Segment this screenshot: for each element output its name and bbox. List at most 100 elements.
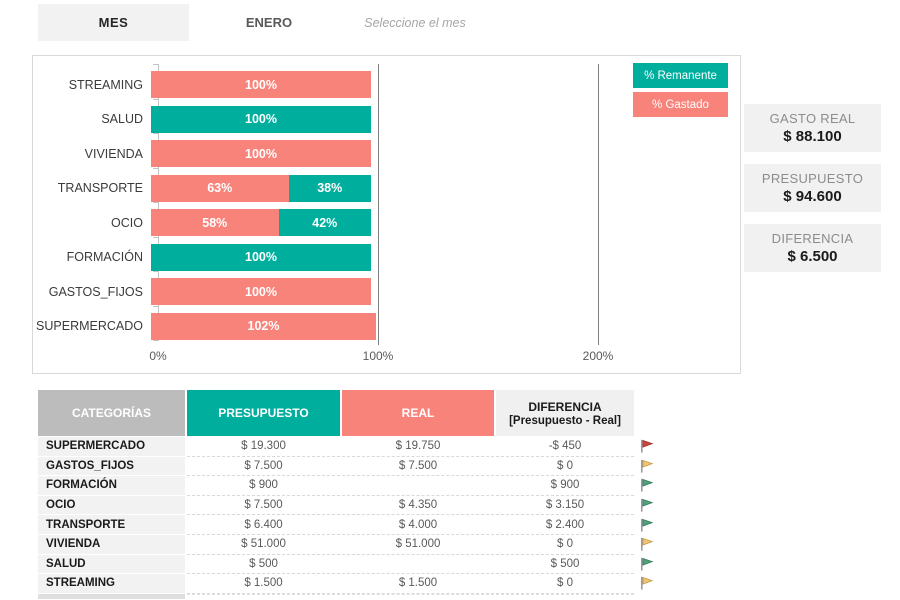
axis-tick bbox=[153, 236, 158, 238]
cell-categoria: OCIO bbox=[38, 495, 185, 516]
cell-real bbox=[342, 476, 494, 496]
x-tick-0: 0% bbox=[149, 349, 167, 363]
card-value: $ 94.600 bbox=[783, 188, 842, 205]
x-tick-200: 200% bbox=[582, 349, 614, 363]
legend-item-gastado: % Gastado bbox=[633, 92, 728, 117]
cell-presupuesto: $ 7.500 bbox=[187, 456, 340, 477]
cell-real: $ 19.750 bbox=[342, 437, 494, 457]
axis-tick bbox=[153, 340, 158, 341]
cell-presupuesto: $ 6.400 bbox=[187, 515, 340, 535]
month-hint-label: Seleccione el mes bbox=[364, 15, 466, 30]
flag-icon bbox=[636, 555, 658, 575]
chart-row: TRANSPORTE 63% 38% bbox=[33, 174, 740, 202]
table-row-partial bbox=[38, 593, 668, 599]
bar-segment-remanente: 42% bbox=[278, 209, 371, 236]
flag-icon bbox=[636, 574, 658, 594]
card-value: $ 88.100 bbox=[783, 128, 842, 145]
budget-table: CATEGORÍAS PRESUPUESTO REAL DIFERENCIA [… bbox=[38, 390, 668, 599]
header-diferencia-line1: DIFERENCIA bbox=[528, 399, 602, 414]
spending-chart: STREAMING 100% SALUD 100% VIVIENDA 100% … bbox=[32, 55, 741, 374]
flag-icon bbox=[636, 437, 658, 457]
chart-category-label: SUPERMERCADO bbox=[36, 319, 143, 333]
table-row: SALUD $ 500 $ 500 bbox=[38, 554, 668, 575]
card-presupuesto: PRESUPUESTO $ 94.600 bbox=[744, 164, 881, 212]
cell-diferencia: $ 2.400 bbox=[496, 515, 634, 535]
table-row: SUPERMERCADO $ 19.300 $ 19.750 -$ 450 bbox=[38, 437, 668, 457]
flag-icon bbox=[636, 535, 658, 555]
card-label: GASTO REAL bbox=[769, 111, 856, 126]
chart-category-label: SALUD bbox=[101, 112, 143, 126]
card-gasto-real: GASTO REAL $ 88.100 bbox=[744, 104, 881, 152]
bar-segment-remanente: 38% bbox=[288, 174, 371, 202]
gridline-200 bbox=[598, 64, 599, 345]
cell-presupuesto: $ 51.000 bbox=[187, 534, 340, 555]
month-slicer-tab[interactable]: MES bbox=[38, 4, 189, 41]
axis-tick bbox=[153, 202, 158, 203]
chart-row: SUPERMERCADO 102% bbox=[33, 312, 740, 340]
header-categorias: CATEGORÍAS bbox=[38, 390, 185, 436]
chart-category-label: FORMACIÓN bbox=[66, 250, 143, 264]
cell-diferencia: $ 0 bbox=[496, 456, 634, 477]
cell-presupuesto: $ 500 bbox=[187, 554, 340, 575]
axis-tick bbox=[153, 305, 158, 307]
table-row: FORMACIÓN $ 900 $ 900 bbox=[38, 476, 668, 496]
bar-segment-remanente: 100% bbox=[151, 243, 371, 271]
header-diferencia-line2: [Presupuesto - Real] bbox=[509, 414, 621, 427]
chart-row: OCIO 58% 42% bbox=[33, 209, 740, 236]
bar-segment-gastado: 58% bbox=[151, 209, 279, 236]
cell-categoria: FORMACIÓN bbox=[38, 476, 185, 496]
flag-icon bbox=[636, 457, 658, 477]
bar-segment-gastado: 100% bbox=[151, 71, 371, 98]
card-value: $ 6.500 bbox=[787, 248, 838, 265]
table-row: VIVIENDA $ 51.000 $ 51.000 $ 0 bbox=[38, 534, 668, 555]
table-body: SUPERMERCADO $ 19.300 $ 19.750 -$ 450 GA… bbox=[38, 437, 668, 594]
chart-row: SALUD 100% bbox=[33, 105, 740, 133]
axis-tick bbox=[153, 98, 158, 100]
cell-categoria: TRANSPORTE bbox=[38, 515, 185, 535]
chart-row: STREAMING 100% bbox=[33, 71, 740, 98]
cell-real: $ 1.500 bbox=[342, 574, 494, 594]
flag-icon bbox=[636, 515, 658, 535]
header-presupuesto: PRESUPUESTO bbox=[187, 390, 340, 436]
header-diferencia: DIFERENCIA [Presupuesto - Real] bbox=[496, 390, 634, 436]
card-label: DIFERENCIA bbox=[771, 231, 854, 246]
cell-diferencia: $ 0 bbox=[496, 574, 634, 594]
legend-item-remanente: % Remanente bbox=[633, 63, 728, 88]
cell-real: $ 51.000 bbox=[342, 534, 494, 555]
chart-category-label: OCIO bbox=[111, 215, 143, 230]
chart-row: GASTOS_FIJOS 100% bbox=[33, 278, 740, 305]
chart-row: VIVIENDA 100% bbox=[33, 140, 740, 167]
table-row: GASTOS_FIJOS $ 7.500 $ 7.500 $ 0 bbox=[38, 456, 668, 477]
bar-segment-remanente: 100% bbox=[151, 105, 371, 133]
cell-diferencia: $ 0 bbox=[496, 534, 634, 555]
flag-icon bbox=[636, 476, 658, 496]
chart-y-axis bbox=[158, 64, 159, 341]
chart-category-label: TRANSPORTE bbox=[57, 181, 143, 195]
cell-categoria: VIVIENDA bbox=[38, 534, 185, 555]
table-row: TRANSPORTE $ 6.400 $ 4.000 $ 2.400 bbox=[38, 515, 668, 535]
cell-diferencia: $ 3.150 bbox=[496, 495, 634, 516]
axis-tick bbox=[153, 64, 158, 65]
flag-icon bbox=[636, 496, 658, 516]
cell-real: $ 4.350 bbox=[342, 495, 494, 516]
cell-real: $ 7.500 bbox=[342, 456, 494, 477]
cell-presupuesto: $ 7.500 bbox=[187, 495, 340, 516]
selected-month[interactable]: ENERO bbox=[245, 15, 293, 30]
bar-segment-gastado: 102% bbox=[151, 312, 377, 340]
cell-presupuesto: $ 1.500 bbox=[187, 574, 340, 594]
cell-categoria: SUPERMERCADO bbox=[38, 437, 185, 457]
table-header-row: CATEGORÍAS PRESUPUESTO REAL DIFERENCIA [… bbox=[38, 390, 668, 436]
table-row: OCIO $ 7.500 $ 4.350 $ 3.150 bbox=[38, 495, 668, 516]
cell-diferencia: $ 500 bbox=[496, 554, 634, 575]
axis-tick bbox=[153, 271, 158, 272]
cell-categoria: STREAMING bbox=[38, 574, 185, 594]
cell-real: $ 4.000 bbox=[342, 515, 494, 535]
chart-category-label: VIVIENDA bbox=[84, 146, 143, 161]
chart-category-label: STREAMING bbox=[68, 77, 143, 92]
bar-segment-gastado: 100% bbox=[151, 278, 371, 305]
card-label: PRESUPUESTO bbox=[761, 171, 864, 186]
cell-diferencia: $ 900 bbox=[496, 476, 634, 496]
cell-presupuesto: $ 900 bbox=[187, 476, 340, 496]
bar-segment-gastado: 100% bbox=[151, 140, 371, 167]
